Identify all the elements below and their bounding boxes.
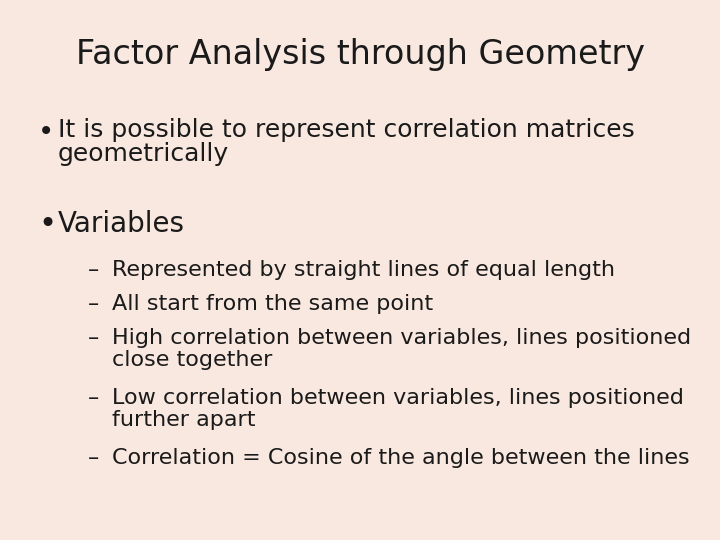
- Text: High correlation between variables, lines positioned: High correlation between variables, line…: [112, 328, 691, 348]
- Text: –: –: [88, 294, 99, 314]
- Text: geometrically: geometrically: [58, 142, 229, 166]
- Text: •: •: [38, 210, 56, 239]
- Text: close together: close together: [112, 350, 272, 370]
- Text: –: –: [88, 260, 99, 280]
- Text: –: –: [88, 328, 99, 348]
- Text: –: –: [88, 448, 99, 468]
- Text: Represented by straight lines of equal length: Represented by straight lines of equal l…: [112, 260, 615, 280]
- Text: further apart: further apart: [112, 410, 256, 430]
- Text: Low correlation between variables, lines positioned: Low correlation between variables, lines…: [112, 388, 684, 408]
- Text: •: •: [38, 118, 54, 146]
- Text: Correlation = Cosine of the angle between the lines: Correlation = Cosine of the angle betwee…: [112, 448, 690, 468]
- Text: Factor Analysis through Geometry: Factor Analysis through Geometry: [76, 38, 644, 71]
- Text: Variables: Variables: [58, 210, 185, 238]
- Text: –: –: [88, 388, 99, 408]
- Text: All start from the same point: All start from the same point: [112, 294, 433, 314]
- Text: It is possible to represent correlation matrices: It is possible to represent correlation …: [58, 118, 635, 142]
